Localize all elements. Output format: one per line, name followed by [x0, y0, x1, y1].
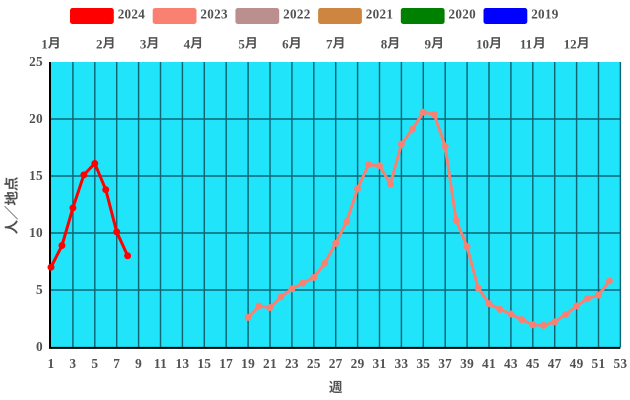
- svg-text:17: 17: [219, 356, 233, 371]
- svg-text:15: 15: [197, 356, 211, 371]
- svg-text:11: 11: [154, 356, 167, 371]
- svg-text:43: 43: [504, 356, 518, 371]
- svg-text:45: 45: [526, 356, 540, 371]
- svg-text:10: 10: [476, 37, 489, 52]
- svg-text:9: 9: [425, 37, 432, 52]
- svg-text:2020: 2020: [449, 7, 477, 22]
- svg-text:19: 19: [241, 356, 255, 371]
- svg-text:49: 49: [570, 356, 584, 371]
- svg-text:37: 37: [438, 356, 452, 371]
- svg-text:15: 15: [29, 168, 43, 183]
- svg-text:25: 25: [307, 356, 321, 371]
- svg-text:2022: 2022: [283, 7, 310, 22]
- svg-text:1: 1: [48, 356, 55, 371]
- svg-text:9: 9: [135, 356, 142, 371]
- svg-text:13: 13: [175, 356, 189, 371]
- svg-text:12: 12: [564, 37, 577, 52]
- svg-text:35: 35: [416, 356, 430, 371]
- svg-text:5: 5: [91, 356, 98, 371]
- svg-text:3: 3: [69, 356, 76, 371]
- svg-text:2021: 2021: [366, 7, 393, 22]
- svg-text:8: 8: [381, 37, 388, 52]
- svg-text:11: 11: [520, 37, 532, 52]
- svg-text:21: 21: [263, 356, 277, 371]
- svg-text:41: 41: [482, 356, 496, 371]
- svg-text:5: 5: [36, 282, 43, 297]
- svg-text:20: 20: [29, 111, 43, 126]
- svg-text:3: 3: [140, 37, 147, 52]
- svg-text:5: 5: [238, 37, 245, 52]
- svg-text:53: 53: [613, 356, 627, 371]
- svg-text:1: 1: [41, 37, 48, 52]
- svg-text:2023: 2023: [200, 7, 228, 22]
- svg-text:2019: 2019: [531, 7, 559, 22]
- svg-text:0: 0: [36, 339, 43, 354]
- svg-text:39: 39: [460, 356, 474, 371]
- svg-text:25: 25: [29, 54, 43, 69]
- svg-text:29: 29: [351, 356, 365, 371]
- svg-text:47: 47: [548, 356, 562, 371]
- svg-text:27: 27: [329, 356, 343, 371]
- svg-text:23: 23: [285, 356, 299, 371]
- svg-text:51: 51: [592, 356, 606, 371]
- svg-text:7: 7: [326, 37, 333, 52]
- svg-text:6: 6: [282, 37, 289, 52]
- svg-text:2024: 2024: [118, 7, 146, 22]
- svg-text:33: 33: [394, 356, 408, 371]
- svg-text:31: 31: [373, 356, 387, 371]
- svg-text:10: 10: [29, 225, 43, 240]
- svg-text:2: 2: [96, 37, 103, 52]
- svg-text:7: 7: [113, 356, 120, 371]
- svg-text:4: 4: [184, 37, 191, 52]
